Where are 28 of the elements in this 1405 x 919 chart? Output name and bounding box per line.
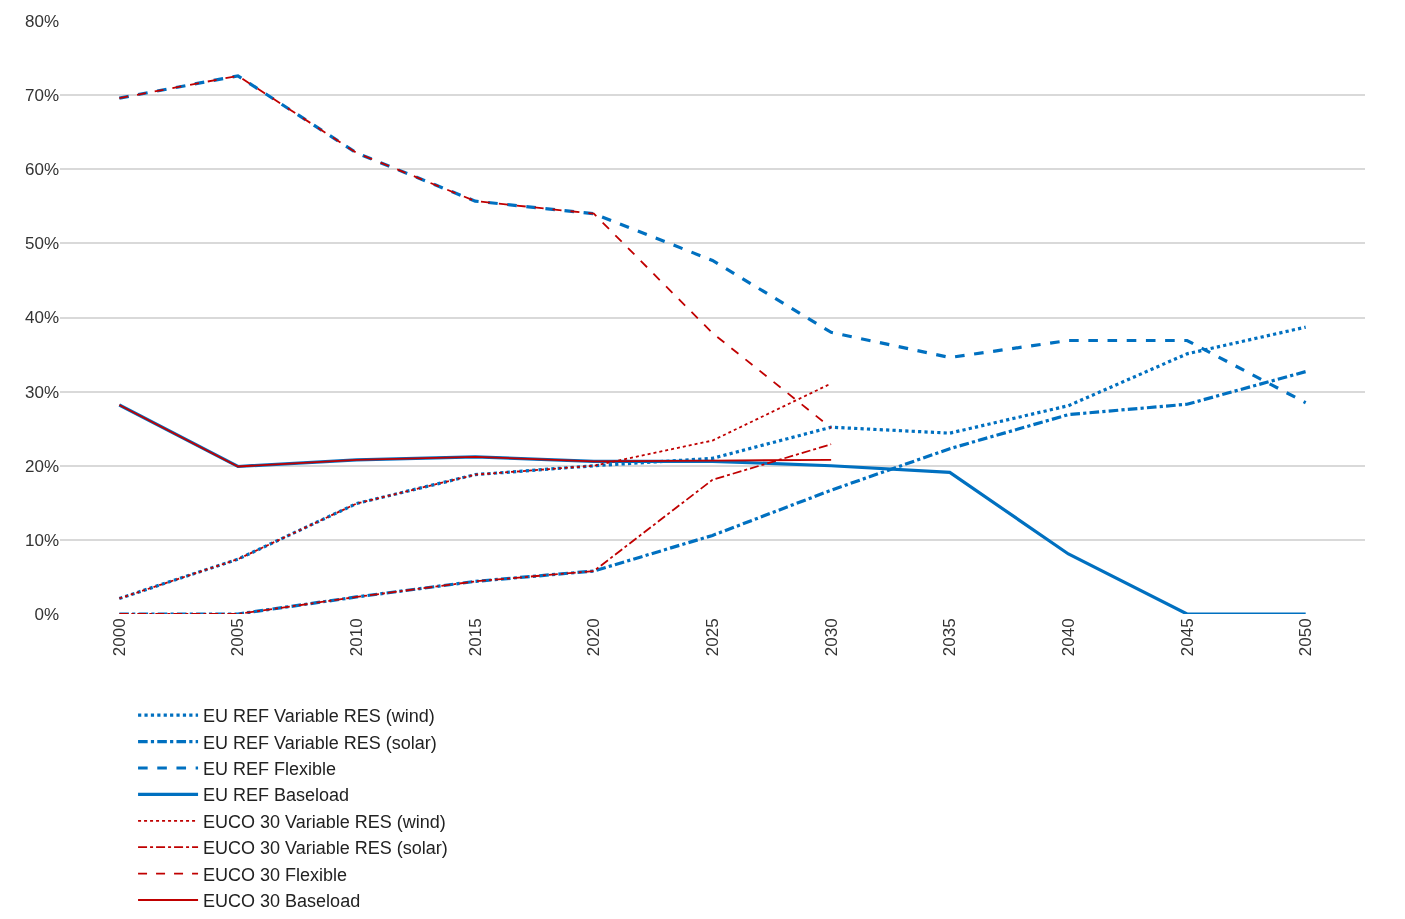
legend-label: EU REF Flexible <box>203 759 337 780</box>
x-tick-label: 2010 <box>347 618 367 657</box>
x-tick-label: 2000 <box>109 618 129 657</box>
legend-label: EUCO 30 Flexible <box>203 864 348 885</box>
y-tick-label: 20% <box>24 456 59 476</box>
y-tick-label: 70% <box>24 86 59 106</box>
y-tick-label: 10% <box>24 530 59 550</box>
x-tick-label: 2045 <box>1177 618 1197 657</box>
y-tick-label: 40% <box>24 308 59 328</box>
y-tick-label: 50% <box>24 234 59 254</box>
y-tick-label: 30% <box>24 382 59 402</box>
y-tick-label: 80% <box>24 11 59 31</box>
legend-label: EUCO 30 Baseload <box>203 891 361 912</box>
x-tick-label: 2030 <box>821 618 841 657</box>
legend-label: EU REF Variable RES (wind) <box>203 706 435 727</box>
y-tick-label: 60% <box>24 160 59 180</box>
legend-label: EUCO 30 Variable RES (wind) <box>203 811 446 832</box>
x-tick-label: 2015 <box>465 618 485 657</box>
x-tick-label: 2040 <box>1058 618 1078 657</box>
legend-label: EU REF Variable RES (solar) <box>203 732 437 753</box>
x-tick-label: 2050 <box>1296 618 1316 657</box>
legend-label: EUCO 30 Variable RES (solar) <box>203 838 448 859</box>
x-tick-label: 2035 <box>940 618 960 657</box>
x-tick-label: 2020 <box>584 618 604 657</box>
x-tick-label: 2025 <box>703 618 723 657</box>
legend-label: EU REF Baseload <box>203 785 350 806</box>
x-tick-label: 2005 <box>228 618 248 657</box>
y-tick-label: 0% <box>34 604 59 624</box>
